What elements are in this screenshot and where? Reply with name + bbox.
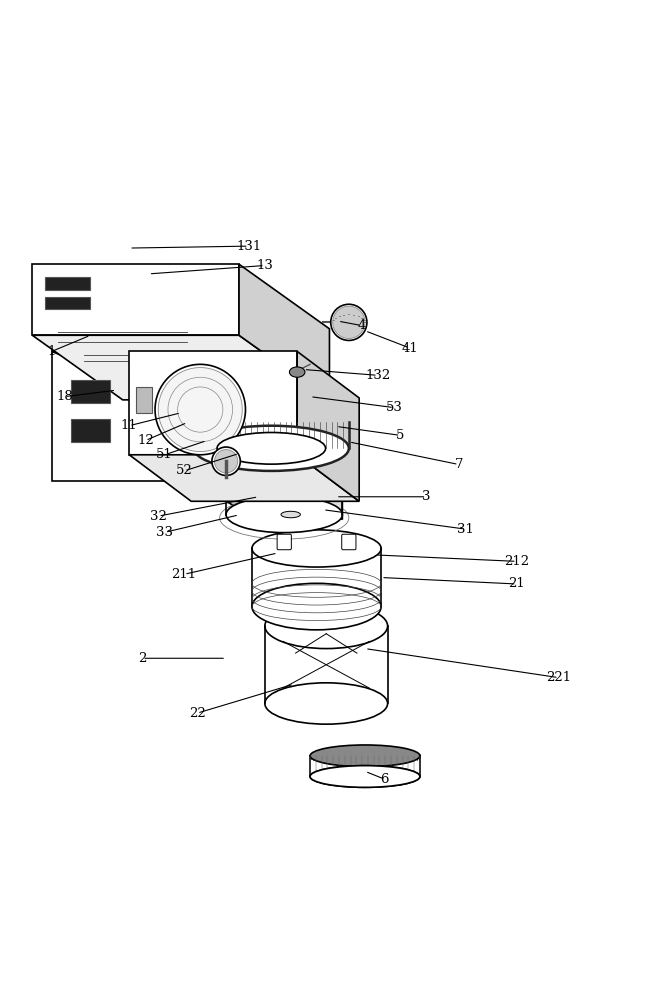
Text: 22: 22 xyxy=(189,707,205,720)
Polygon shape xyxy=(32,335,329,400)
Ellipse shape xyxy=(226,484,342,513)
Text: 6: 6 xyxy=(380,773,389,786)
Ellipse shape xyxy=(252,530,381,567)
Ellipse shape xyxy=(214,450,238,473)
Text: 212: 212 xyxy=(505,555,529,568)
Ellipse shape xyxy=(331,304,367,340)
Text: 51: 51 xyxy=(156,448,173,461)
Text: 131: 131 xyxy=(236,240,262,253)
Text: 2: 2 xyxy=(138,652,146,665)
Ellipse shape xyxy=(252,583,381,630)
Ellipse shape xyxy=(212,447,240,475)
Ellipse shape xyxy=(281,511,300,518)
Text: 221: 221 xyxy=(547,671,571,684)
Text: 132: 132 xyxy=(365,369,391,382)
Bar xyxy=(136,387,152,413)
Text: 18: 18 xyxy=(56,390,73,403)
Polygon shape xyxy=(52,351,245,481)
Ellipse shape xyxy=(265,603,388,649)
Bar xyxy=(45,277,90,290)
Text: 1: 1 xyxy=(48,345,56,358)
Ellipse shape xyxy=(310,766,420,787)
Bar xyxy=(45,297,90,309)
Ellipse shape xyxy=(226,496,342,533)
Text: 7: 7 xyxy=(454,458,463,471)
Text: 3: 3 xyxy=(422,490,431,503)
Text: 41: 41 xyxy=(402,342,419,355)
Text: 33: 33 xyxy=(156,526,173,539)
Text: 53: 53 xyxy=(386,401,402,414)
Ellipse shape xyxy=(194,426,349,471)
Ellipse shape xyxy=(158,368,242,452)
Text: 21: 21 xyxy=(508,577,525,590)
Text: 5: 5 xyxy=(397,429,404,442)
Text: 4: 4 xyxy=(358,319,366,332)
Bar xyxy=(71,380,110,403)
Polygon shape xyxy=(52,351,342,390)
Polygon shape xyxy=(129,455,359,501)
Polygon shape xyxy=(245,351,342,519)
Polygon shape xyxy=(297,351,359,501)
Ellipse shape xyxy=(289,367,305,377)
Polygon shape xyxy=(239,264,329,400)
Ellipse shape xyxy=(155,364,245,455)
Text: 13: 13 xyxy=(256,259,273,272)
Text: 31: 31 xyxy=(457,523,474,536)
Text: 11: 11 xyxy=(121,419,138,432)
Polygon shape xyxy=(32,264,239,335)
Polygon shape xyxy=(129,351,297,455)
Ellipse shape xyxy=(267,490,276,494)
Ellipse shape xyxy=(333,306,365,338)
Ellipse shape xyxy=(265,683,388,724)
Ellipse shape xyxy=(310,766,420,787)
Ellipse shape xyxy=(194,403,349,442)
Text: 12: 12 xyxy=(137,434,154,447)
Ellipse shape xyxy=(310,745,420,767)
Text: 32: 32 xyxy=(150,510,167,523)
Bar xyxy=(71,419,110,442)
FancyBboxPatch shape xyxy=(277,534,291,550)
Text: 52: 52 xyxy=(176,464,193,477)
FancyBboxPatch shape xyxy=(342,534,356,550)
Ellipse shape xyxy=(217,432,326,464)
Text: 211: 211 xyxy=(172,568,196,581)
